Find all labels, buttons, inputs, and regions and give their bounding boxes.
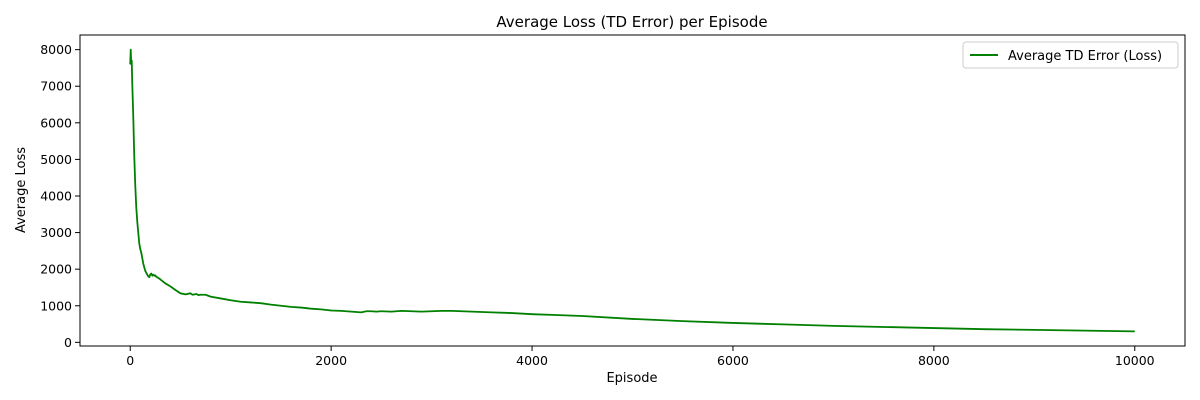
y-tick-label: 1000 (40, 298, 72, 313)
y-tick-label: 8000 (40, 42, 72, 57)
y-tick-label: 6000 (40, 115, 72, 130)
plot-frame (79, 34, 1186, 347)
y-tick-label: 5000 (40, 152, 72, 167)
x-tick-label: 6000 (717, 353, 749, 368)
series-line (129, 48, 1135, 333)
x-axis-label: Episode (606, 371, 657, 386)
x-tick-label: 4000 (516, 353, 548, 368)
y-axis-label: Average Loss (14, 147, 29, 233)
y-tick-label: 0 (64, 335, 72, 350)
x-tick-label: 2000 (315, 353, 347, 368)
y-tick-label: 7000 (40, 79, 72, 94)
x-tick-label: 0 (126, 353, 134, 368)
axis-ticks: 0 2000 4000 6000 8000 10000 0 1000 2000 3000 4000 5… (40, 42, 1155, 368)
legend-box (962, 41, 1179, 69)
chart-title: Average Loss (TD Error) per Episode (496, 13, 767, 31)
x-tick-label: 10000 (1115, 353, 1155, 368)
y-tick-label: 4000 (40, 188, 72, 203)
y-tick-label: 2000 (40, 262, 72, 277)
y-tick-label: 3000 (40, 225, 72, 240)
legend: Average TD Error (Loss) (962, 41, 1179, 69)
x-tick-label: 8000 (918, 353, 950, 368)
legend-label: Average TD Error (Loss) (1008, 49, 1162, 64)
